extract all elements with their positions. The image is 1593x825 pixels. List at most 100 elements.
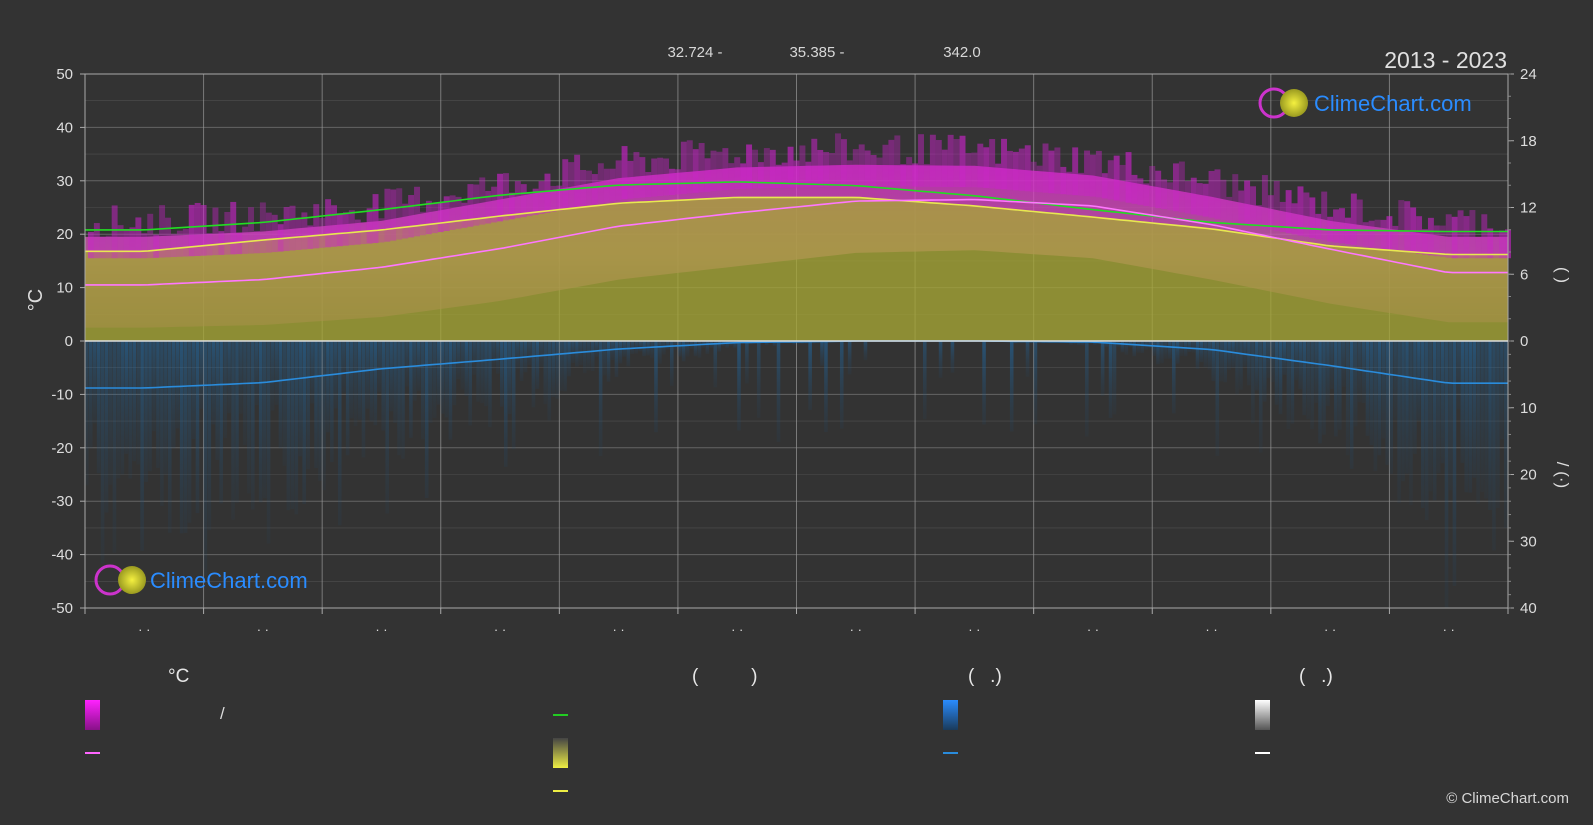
precip-bar (266, 341, 271, 544)
precip-bar (247, 341, 251, 494)
temp-daily-spike (811, 138, 818, 188)
temp-daily-spike (1244, 180, 1251, 225)
temp-daily-spike (870, 155, 877, 187)
legend-swatch-line (553, 790, 568, 792)
precip-bar (1448, 341, 1453, 491)
precip-bar (365, 341, 370, 409)
precip-bar (938, 341, 943, 378)
temp-daily-spike (1439, 225, 1446, 258)
precip-bar (1326, 341, 1330, 406)
legend-swatch-gradient (1255, 700, 1270, 730)
precip-bar (235, 341, 239, 503)
precip-bar (1239, 341, 1243, 390)
climate-chart: 32.724 - 35.385 - 342.0 2013 - 2023 50 40… (25, 44, 1572, 637)
precip-bar (282, 341, 287, 466)
logo-top: ClimeChart.com (1258, 87, 1472, 119)
precip-bar (231, 341, 235, 520)
precip-bar (187, 341, 192, 523)
legend-swatch-line (553, 714, 568, 716)
temp-daily-spike (1386, 216, 1393, 250)
precip-bar (1274, 341, 1279, 405)
temp-daily-spike (977, 143, 984, 188)
temp-daily-spike (983, 147, 990, 188)
temp-daily-spike (437, 202, 444, 233)
temp-daily-spike (716, 151, 723, 191)
precip-bar (1484, 341, 1488, 499)
precip-bar (1338, 341, 1342, 430)
temp-daily-spike (1273, 180, 1280, 231)
temp-daily-spike (313, 204, 320, 249)
precip-bar (144, 341, 148, 483)
temp-daily-spike (1339, 208, 1345, 244)
precip-bar (1227, 341, 1231, 370)
temp-daily-spike (597, 163, 604, 204)
temp-daily-spike (1309, 197, 1316, 239)
precip-bar (179, 341, 184, 534)
precip-bar (1409, 341, 1413, 506)
temp-daily-spike (704, 158, 711, 192)
temp-daily-spike (1321, 191, 1328, 241)
precip-bar (1025, 341, 1030, 377)
precip-bar (460, 341, 465, 390)
left-tick-label: -10 (51, 386, 73, 403)
temp-daily-spike (864, 150, 871, 187)
precip-bar (254, 341, 259, 406)
precip-bar (543, 341, 548, 405)
temp-daily-spike (230, 201, 237, 255)
precip-bar (1207, 341, 1212, 370)
precip-bar (385, 341, 389, 514)
left-tick-label: 20 (56, 226, 73, 243)
left-tick-label: 10 (56, 280, 73, 297)
precip-bar (1436, 341, 1441, 474)
series-line-mean_temp (85, 198, 1508, 286)
precip-bar (1199, 341, 1204, 363)
y-axis-label-right-bottom: / (·) (1553, 462, 1572, 488)
precip-bar (764, 341, 769, 346)
precip-bar (88, 341, 93, 449)
temp-daily-spike (123, 228, 130, 259)
temp-daily-spike (1261, 175, 1268, 229)
temp-daily-spike (1042, 143, 1049, 193)
precip-bar (1460, 341, 1465, 463)
left-tick-label: -40 (51, 547, 73, 564)
left-tick-label: -20 (51, 440, 73, 457)
temp-daily-spike (1362, 222, 1369, 247)
temp-daily-spike (200, 205, 207, 256)
temp-daily-spike (799, 145, 806, 188)
temp-daily-spike (1119, 164, 1126, 202)
temp-daily-spike (562, 159, 569, 210)
temp-daily-spike (900, 164, 907, 187)
precip-bar (262, 341, 267, 499)
temp-daily-spike (1451, 216, 1458, 259)
precip-bar (575, 341, 579, 367)
precip-bar (745, 341, 749, 384)
precip-bar (1480, 341, 1484, 492)
temp-daily-spike (1167, 182, 1174, 211)
precip-bar (357, 341, 362, 420)
temp-daily-spike (858, 144, 865, 187)
precip-bar (405, 341, 409, 387)
legend-header: ( .) (968, 666, 1002, 687)
temp-daily-spike (1084, 150, 1090, 197)
temp-daily-spike (882, 144, 889, 187)
precip-bar (1361, 341, 1366, 403)
precip-bar (116, 341, 121, 479)
precip-bar (1444, 341, 1449, 608)
precip-bar (590, 341, 595, 372)
precip-bar (563, 341, 567, 392)
precip-bar (393, 341, 397, 423)
precip-bar (428, 341, 433, 423)
precip-bar (420, 341, 425, 440)
temp-daily-spike (953, 139, 960, 188)
precip-bar (670, 341, 674, 386)
precip-bar (1160, 341, 1164, 364)
precip-bar (452, 341, 457, 406)
precip-bar (199, 341, 204, 409)
precip-bar (353, 341, 358, 427)
precip-bar (1282, 341, 1287, 375)
temp-daily-spike (769, 149, 776, 189)
precip-bar (587, 341, 591, 371)
left-tick-label: 40 (56, 119, 73, 136)
precip-bar (1345, 341, 1350, 456)
temp-daily-spike (959, 135, 966, 188)
